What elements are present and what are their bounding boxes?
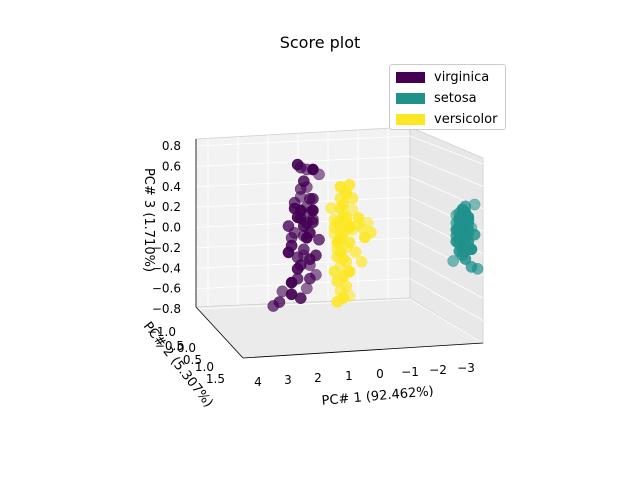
x-tick-label: 4 (254, 375, 262, 389)
grid-line (195, 298, 411, 310)
z-tick-label: 0.8 (162, 139, 181, 153)
point-virginica (304, 272, 316, 285)
z-tick-label: 0.6 (162, 159, 181, 173)
x-axis-label: PC# 1 (92.462%) (321, 384, 434, 409)
point-virginica (304, 253, 316, 266)
x-tick-label: 2 (314, 371, 322, 385)
x-tick-label: 1 (345, 369, 353, 383)
z-tick-label: 0.2 (162, 200, 181, 214)
legend-swatch-virginica (396, 71, 425, 83)
legend-item-setosa: setosa (396, 90, 477, 106)
legend: virginica setosa versicolor (389, 64, 506, 130)
grid-line (409, 257, 484, 299)
y-tick-labels: −1.0−0.50.00.51.01.5 (147, 325, 225, 386)
legend-label-virginica: virginica (434, 69, 490, 85)
point-virginica (294, 292, 307, 305)
point-versicolor (346, 204, 359, 216)
point-virginica (313, 168, 325, 181)
data-points (267, 158, 484, 312)
z-tick-label: −0.6 (152, 282, 181, 296)
legend-swatch-versicolor (396, 113, 425, 125)
legend-label-versicolor: versicolor (434, 111, 498, 127)
grid-line (409, 278, 484, 321)
x-tick-label: 0 (376, 367, 384, 381)
x-tick-label: −3 (457, 361, 475, 375)
point-virginica (276, 285, 289, 298)
y-tick-label: −0.5 (155, 339, 184, 353)
point-versicolor (334, 192, 347, 205)
point-setosa (453, 227, 466, 240)
axes (195, 139, 484, 359)
point-virginica (307, 213, 319, 226)
point-versicolor (328, 221, 341, 234)
legend-item-versicolor: versicolor (396, 111, 497, 127)
point-setosa (471, 262, 484, 275)
legend-label-setosa: setosa (434, 90, 477, 106)
point-versicolor (328, 265, 341, 278)
x-tick-label: −2 (429, 363, 447, 377)
point-virginica (294, 259, 307, 271)
point-setosa (462, 235, 475, 248)
z-axis-label: PC# 3 (1.710%) (141, 168, 156, 272)
z-tick-label: −0.2 (152, 241, 181, 255)
z-tick-label: −0.8 (152, 302, 181, 316)
point-virginica (313, 233, 325, 246)
grid-line (195, 278, 411, 290)
point-versicolor (346, 192, 359, 205)
point-versicolor (343, 178, 356, 191)
grid-line (195, 155, 411, 167)
point-versicolor (355, 255, 368, 268)
point-setosa (456, 206, 469, 219)
point-virginica (291, 158, 304, 171)
point-virginica (288, 196, 301, 209)
z-tick-label: 0.4 (162, 180, 181, 194)
x-tick-labels: 4 3 2 1 0 −1 −2 −3 (254, 361, 475, 389)
y-tick-label: 1.5 (206, 372, 225, 386)
point-setosa (462, 214, 475, 226)
chart-title: Score plot (279, 33, 361, 52)
point-versicolor (365, 226, 377, 239)
z-tick-label: 0.0 (162, 221, 181, 235)
point-virginica (291, 211, 304, 224)
point-versicolor (337, 253, 350, 265)
y-tick-label: 0.0 (177, 341, 196, 355)
point-virginica (267, 300, 280, 312)
point-versicolor (331, 295, 344, 308)
x-tick-label: 3 (284, 373, 292, 387)
point-virginica (285, 276, 298, 289)
grid-line (409, 135, 484, 165)
x-axis-line (242, 342, 484, 359)
y-tick-label: 1.0 (195, 360, 214, 374)
point-virginica (307, 192, 319, 205)
point-virginica (282, 246, 295, 259)
y-axis-line (195, 306, 244, 359)
point-versicolor (331, 243, 344, 255)
point-virginica (285, 231, 298, 244)
point-virginica (300, 181, 313, 193)
point-versicolor (349, 246, 362, 258)
point-virginica (297, 243, 310, 256)
legend-item-virginica: virginica (396, 69, 489, 85)
point-setosa (459, 245, 472, 258)
z-tick-label: −0.4 (152, 261, 181, 275)
point-virginica (300, 200, 313, 213)
grid-line (409, 298, 484, 344)
point-virginica (297, 220, 310, 232)
grid-line (409, 156, 484, 187)
y-tick-label: 0.5 (183, 353, 202, 367)
y-tick-label: −1.0 (147, 325, 176, 339)
z-tick-labels: 0.8 0.6 0.4 0.2 0.0 −0.2 −0.4 −0.6 −0.8 (152, 139, 181, 316)
point-versicolor (343, 236, 356, 249)
grid-line (195, 135, 411, 147)
point-setosa (447, 255, 460, 267)
grid-line (195, 237, 411, 249)
point-versicolor (325, 202, 338, 215)
point-setosa (468, 198, 481, 211)
legend-swatch-setosa (396, 92, 425, 104)
point-versicolor (337, 212, 350, 224)
x-tick-label: −1 (401, 365, 419, 379)
